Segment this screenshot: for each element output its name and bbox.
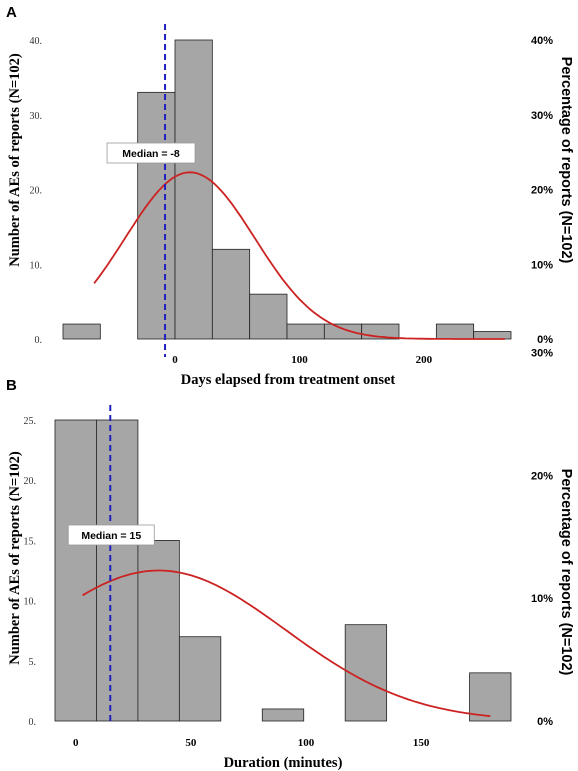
panel-b-bar bbox=[137, 540, 180, 722]
panel-b-bar bbox=[96, 419, 139, 722]
panel-a-x-axis-title: Days elapsed from treatment onset bbox=[181, 372, 396, 388]
panel-a-y-tick-label: 40. bbox=[30, 36, 43, 47]
panel-b-x-tick-label: 100 bbox=[298, 737, 315, 749]
panel-a-right-tick-label: 10% bbox=[531, 259, 553, 271]
panel-b-y-tick-label: 25. bbox=[24, 416, 37, 427]
panel-a-right-axis-title: Percentage of reports (N=102) bbox=[558, 57, 574, 264]
panel-b-letter: B bbox=[6, 377, 17, 394]
panel-b-y-tick-label: 10. bbox=[24, 597, 37, 608]
panel-b-bar bbox=[344, 624, 388, 722]
panel-a-x-tick-label: 100 bbox=[291, 354, 308, 366]
panel-b-bar bbox=[469, 672, 512, 722]
panel-a-right-tick-label: 0% bbox=[537, 334, 553, 346]
panel-a-distribution-curve bbox=[93, 171, 505, 340]
panel-a-y-tick-label: 0. bbox=[35, 335, 43, 346]
panel-a-y-tick-label: 20. bbox=[30, 186, 43, 197]
panel-b-distribution-curve bbox=[82, 569, 491, 717]
panel-b-right-axis-title: Percentage of reports (N=102) bbox=[558, 469, 574, 676]
panel-a-right-tick-label: 40% bbox=[531, 35, 553, 47]
panel-a-median-label-box bbox=[106, 142, 196, 164]
panel-b-plot: 0. 5. 10. 15. 20. 25. 0% 10% 20% 30% 0 50 100 150 Medi… bbox=[24, 348, 554, 749]
panel-a-bar bbox=[137, 91, 176, 340]
panel-b-bar bbox=[54, 419, 97, 722]
panel-b-median-label: Median = 15 bbox=[81, 530, 141, 542]
panel-a-y-axis-title: Number of AEs of reports (N=102) bbox=[7, 53, 23, 267]
panel-b-x-tick-label: 50 bbox=[185, 737, 197, 749]
panel-a-plot: 0. 10. 20. 30. 40. 0% 10% 20% 30% 40% 0 100 200 Media… bbox=[30, 24, 553, 366]
panel-a-bar bbox=[62, 323, 101, 340]
panel-a-bar bbox=[211, 248, 251, 340]
panel-a-bar bbox=[435, 323, 475, 340]
panel-b-bar bbox=[178, 636, 222, 722]
panel-a-x-tick-label: 0 bbox=[172, 354, 178, 366]
panel-a-bar bbox=[323, 323, 363, 340]
panel-b-y-tick-label: 0. bbox=[29, 717, 37, 728]
panel-b-right-tick-label: 0% bbox=[537, 716, 553, 728]
panel-a-bar bbox=[174, 39, 213, 340]
panel-b-x-tick-label: 150 bbox=[413, 737, 430, 749]
panel-b-y-axis-title: Number of AEs of reports (N=102) bbox=[7, 451, 23, 665]
panel-a-right-tick-label: 20% bbox=[531, 185, 553, 197]
panel-a-bar bbox=[249, 293, 288, 340]
panel-b-bar bbox=[261, 708, 305, 722]
panel-b-y-tick-label: 20. bbox=[24, 476, 37, 487]
panel-b-x-tick-label: 0 bbox=[73, 737, 79, 749]
panel-b-right-tick-label: 10% bbox=[531, 593, 553, 605]
panel-a-y-tick-label: 30. bbox=[30, 111, 43, 122]
panel-a-right-tick-label: 30% bbox=[531, 110, 553, 122]
panel-b-right-tick-label: 20% bbox=[531, 470, 553, 482]
panel-b-y-tick-label: 15. bbox=[24, 536, 37, 547]
panel-b-right-tick-label: 30% bbox=[531, 348, 553, 360]
panel-a-bar bbox=[286, 323, 325, 340]
panel-b-median-label-box bbox=[67, 524, 155, 546]
panel-a-bar bbox=[473, 331, 512, 340]
panel-a-x-tick-label: 200 bbox=[416, 354, 433, 366]
panel-b-x-axis-title: Duration (minutes) bbox=[224, 755, 343, 771]
panel-a-y-tick-label: 10. bbox=[30, 260, 43, 271]
panel-a-letter: A bbox=[6, 4, 17, 21]
panel-b-y-tick-label: 5. bbox=[29, 657, 37, 668]
panel-a-median-label: Median = -8 bbox=[122, 148, 180, 160]
